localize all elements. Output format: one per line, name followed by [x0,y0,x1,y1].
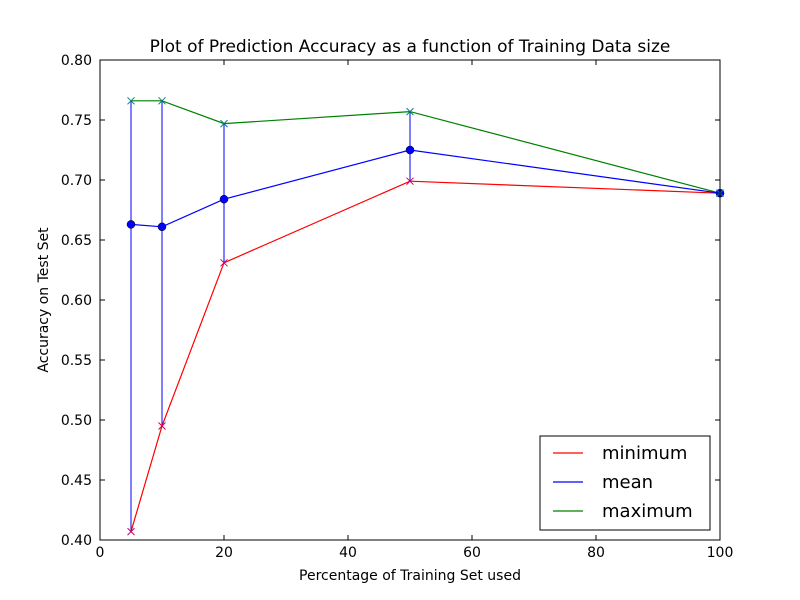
data-point-minimum [158,422,166,430]
marker-stroke [406,177,414,186]
chart-title: Plot of Prediction Accuracy as a functio… [150,37,671,57]
series-line-maximum [131,100,721,194]
y-tick-label: 0.40 [61,533,92,549]
data-point-maximum [220,119,228,128]
x-tick-label: 60 [463,545,481,561]
marker-stroke [127,96,135,105]
data-point-minimum [127,527,135,536]
data-point-mean [405,145,415,155]
x-tick-label: 20 [215,545,233,561]
data-point-minimum [220,258,228,267]
data-point-minimum [406,177,414,186]
y-axis-label: Accuracy on Test Set [36,227,52,373]
y-tick-label: 0.65 [61,233,92,249]
y-tick-label: 0.55 [61,353,92,369]
y-tick-label: 0.75 [61,113,92,129]
legend-label-minimum: minimum [602,443,687,464]
y-tick-label: 0.80 [61,53,92,69]
marker-stroke [220,119,228,128]
y-tick-label: 0.60 [61,293,92,309]
marker-stroke [220,258,228,267]
data-point-mean [219,194,229,204]
x-tick-label: 0 [96,545,105,561]
data-point-maximum [158,96,166,105]
series-line-mean [130,149,721,228]
axis-ticks: 0 20 40 60 80 100 0.40 0.45 0.50 0.55 0.60 0.65 0.70… [61,53,734,561]
x-tick-label: 80 [587,545,605,561]
x-tick-label: 100 [707,545,734,561]
data-point-mean [157,222,167,232]
data-point-mean [126,220,136,229]
legend: minimum mean maximum [539,435,711,531]
y-tick-label: 0.45 [61,473,92,489]
data-point-maximum [127,96,135,105]
legend-label-maximum: maximum [602,501,693,522]
legend-label-mean: mean [602,472,653,493]
y-tick-label: 0.50 [61,413,92,429]
data-point-maximum [406,107,414,116]
x-tick-label: 40 [339,545,357,561]
marker-stroke [158,96,166,105]
marker-stroke [127,527,135,536]
x-axis-label: Percentage of Training Set used [299,568,521,584]
marker-stroke [158,422,166,430]
y-tick-label: 0.70 [61,173,92,189]
marker-stroke [406,107,414,116]
plot-area [126,96,725,536]
legend-frame [539,435,711,531]
